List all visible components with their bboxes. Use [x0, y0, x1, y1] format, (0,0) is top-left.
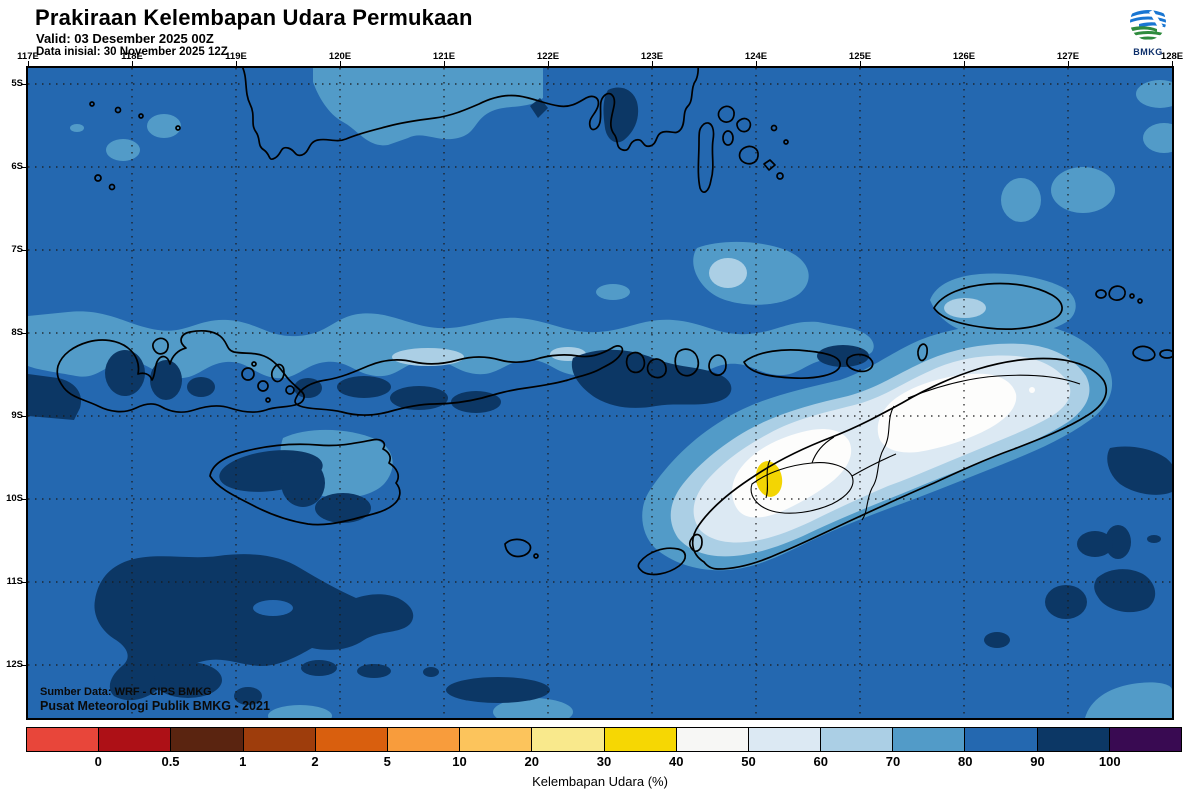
colorbar-tick-label: 90 [1030, 754, 1045, 769]
lat-label: 12S [6, 659, 23, 670]
lat-tick-mark [21, 83, 26, 85]
colorbar-segment [604, 728, 677, 751]
colorbar-segment [315, 728, 388, 751]
page-title: Prakiraan Kelembapan Udara Permukaan [35, 5, 473, 30]
lon-label: 128E [1160, 51, 1184, 62]
lon-tick-mark [339, 61, 341, 66]
colorbar-tick-label: 70 [885, 754, 901, 769]
humidity-40-50-layer [732, 373, 1035, 518]
colorbar-segment [27, 728, 100, 751]
humidity-90-100-layer [28, 87, 1172, 705]
colorbar-axis-label: Kelembapan Udara (%) [532, 774, 668, 789]
colorbar-segment [1037, 728, 1110, 751]
colorbar-tick-label: 10 [452, 754, 467, 769]
admin-borders-layer [750, 374, 1081, 521]
lat-label: 6S [11, 161, 23, 172]
colorbar-tick-label: 5 [383, 754, 391, 769]
lon-label: 121E [432, 51, 456, 62]
colorbar-tick-label: 50 [741, 754, 756, 769]
wetar-coastline [933, 282, 1063, 330]
lon-tick-mark [1171, 61, 1173, 66]
colorbar-segment [532, 728, 605, 751]
lat-label: 7S [11, 244, 23, 255]
colorbar-segment [171, 728, 244, 751]
lat-label: 5S [11, 78, 23, 89]
lon-label: 123E [640, 51, 664, 62]
lat-tick-mark [21, 249, 26, 251]
sumbawa-coastline [56, 329, 305, 414]
colorbar-segment [965, 728, 1038, 751]
lat-tick-mark [21, 166, 26, 168]
rote-coastline [637, 547, 687, 576]
colorbar-tick-label: 1 [239, 754, 247, 769]
colorbar-tick-label: 30 [596, 754, 612, 769]
colorbar-tick-label: 20 [524, 754, 539, 769]
lon-tick-mark [651, 61, 653, 66]
lon-label: 126E [952, 51, 976, 62]
flores-coastline [294, 345, 624, 416]
alor-coastline [743, 349, 841, 379]
lon-tick-mark [27, 61, 29, 66]
colorbar-segment [460, 728, 533, 751]
lon-label: 124E [744, 51, 768, 62]
lon-label: 120E [328, 51, 352, 62]
colorbar-segment [748, 728, 822, 751]
selayar-island [697, 122, 715, 193]
colorbar-segment [1109, 728, 1181, 751]
lon-label: 125E [848, 51, 872, 62]
bmkg-logo-text: BMKG [1133, 47, 1163, 57]
colorbar-segment [893, 728, 966, 751]
lon-tick-mark [443, 61, 445, 66]
lon-tick-mark [235, 61, 237, 66]
lat-tick-mark [21, 332, 26, 334]
colorbar-tick-label: 2 [311, 754, 319, 769]
lon-label: 117E [17, 51, 39, 62]
map-canvas: Sumber Data: WRF - CIPS BMKG Pusat Meteo… [26, 66, 1174, 720]
bmkg-logo: BMKG [1124, 2, 1172, 57]
colorbar-segment [99, 728, 172, 751]
colorbar-segment [821, 728, 894, 751]
lat-tick-mark [21, 581, 26, 583]
colorbar-segment [387, 728, 461, 751]
colorbar-tick-label: 60 [813, 754, 828, 769]
timor-coastline [691, 357, 1108, 570]
lon-tick-mark [547, 61, 549, 66]
lon-tick-mark [963, 61, 965, 66]
humidity-hole [253, 600, 293, 616]
publisher-label: Pusat Meteorologi Publik BMKG - 2021 [40, 699, 270, 713]
sumba-coastline [209, 438, 401, 526]
lon-tick-mark [755, 61, 757, 66]
lon-label: 122E [536, 51, 560, 62]
colorbar-tick-label: 0.5 [161, 754, 180, 769]
lon-tick-mark [131, 61, 133, 66]
data-source-label: Sumber Data: WRF - CIPS BMKG [40, 686, 212, 698]
init-time-label: Data inisial: 30 November 2025 12Z [36, 46, 228, 58]
lat-tick-mark [21, 664, 26, 666]
lon-tick-mark [1067, 61, 1069, 66]
coastlines-layer [56, 68, 1172, 576]
sulawesi-coastline [241, 68, 700, 160]
lat-label: 10S [6, 493, 23, 504]
lon-label: 118E [121, 51, 143, 62]
colorbar-tick-label: 100 [1098, 754, 1121, 769]
bmkg-logo-icon [1130, 4, 1166, 40]
humidity-colorbar [26, 727, 1182, 752]
lon-label: 119E [225, 51, 247, 62]
lat-label: 11S [6, 576, 23, 587]
lon-tick-mark [859, 61, 861, 66]
colorbar-segment [676, 728, 749, 751]
colorbar-tick-label: 40 [669, 754, 684, 769]
lon-label: 127E [1056, 51, 1080, 62]
lat-label: 9S [11, 410, 23, 421]
colorbar-tick-label: 80 [958, 754, 973, 769]
graticule-gridlines [28, 68, 1172, 718]
lat-tick-mark [21, 498, 26, 500]
lat-label: 8S [11, 327, 23, 338]
colorbar-tick-label: 0 [94, 754, 102, 769]
colorbar-segment [243, 728, 316, 751]
valid-time-label: Valid: 03 Desember 2025 00Z [36, 31, 214, 46]
lat-tick-mark [21, 415, 26, 417]
humidity-contour-map [28, 68, 1172, 718]
